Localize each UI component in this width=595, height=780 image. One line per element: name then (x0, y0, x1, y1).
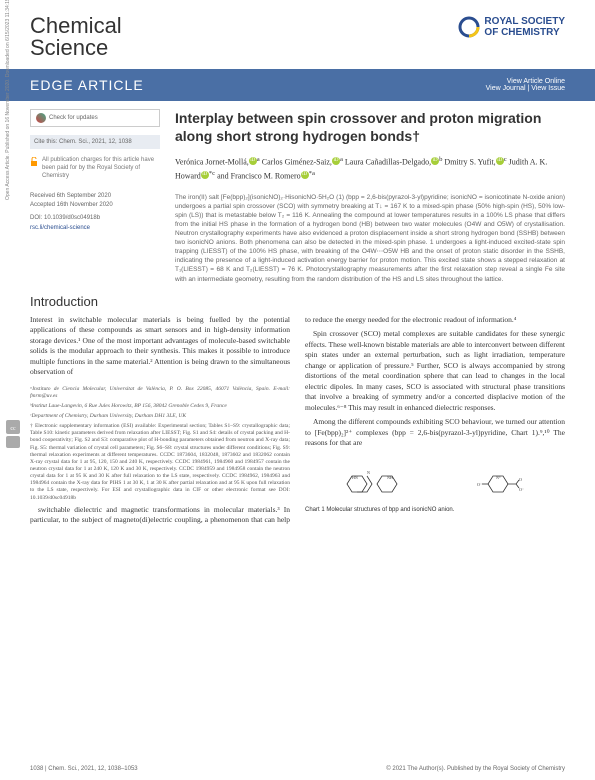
svg-text:N: N (367, 470, 370, 475)
edge-label: EDGE ARTICLE (30, 77, 144, 93)
chart-caption: Chart 1 Molecular structures of bpp and … (305, 506, 565, 514)
svg-text:O⁻: O⁻ (519, 487, 524, 492)
svg-text:N⁺: N⁺ (496, 475, 501, 480)
affiliation-b: ᵇInstitut Laue-Langevin, 6 Rue Jules Hor… (30, 403, 290, 410)
para: Spin crossover (SCO) metal complexes are… (305, 329, 565, 413)
publication-note: All publication charges for this article… (30, 157, 160, 180)
received-date: Received 6th September 2020 (30, 192, 160, 200)
article-header: Interplay between spin crossover and pro… (175, 109, 565, 284)
para: Interest in switchable molecular materia… (30, 315, 290, 378)
view-links: View Article Online View Journal | View … (486, 78, 565, 92)
license-sidebar: Open Access Article. Published on 16 Nov… (5, 0, 11, 200)
cc-badge: cc (6, 420, 20, 450)
article-type-banner: EDGE ARTICLE View Article Online View Jo… (0, 69, 595, 101)
chart-1: HN N NH O⁻ O O⁻ N⁺ Chart 1 Molecular (305, 455, 565, 514)
affiliations: ᵃInstituto de Ciencia Molecular, Univers… (30, 386, 290, 502)
svg-text:HN: HN (352, 475, 358, 480)
accepted-date: Accepted 16th November 2020 (30, 201, 160, 209)
author-list: Verónica Jornet-Mollá,iDa Carlos Giménez… (175, 155, 565, 182)
page-ref: 1038 | Chem. Sci., 2021, 12, 1038–1053 (30, 766, 138, 772)
affiliation-a: ᵃInstituto de Ciencia Molecular, Univers… (30, 386, 290, 400)
view-online-link[interactable]: View Article Online (486, 78, 565, 85)
body-text: Interest in switchable molecular materia… (30, 315, 565, 526)
open-access-icon (30, 157, 38, 167)
abstract: The iron(II) salt [Fe(bpp)₂](isonicNO)₂·… (175, 193, 565, 284)
dates: Received 6th September 2020 Accepted 16t… (30, 192, 160, 209)
para: Among the different compounds exhibiting… (305, 417, 565, 449)
rsc-link[interactable]: rsc.li/chemical-science (30, 225, 160, 231)
journal-name: Chemical Science (30, 15, 122, 59)
check-updates-label: Check for updates (49, 115, 98, 121)
citation-box: Cite this: Chem. Sci., 2021, 12, 1038 (30, 135, 160, 149)
publisher-name: ROYAL SOCIETY OF CHEMISTRY (484, 16, 565, 38)
article-title: Interplay between spin crossover and pro… (175, 109, 565, 145)
check-updates-button[interactable]: Check for updates (30, 109, 160, 127)
crossmark-icon (36, 113, 46, 123)
page-footer: 1038 | Chem. Sci., 2021, 12, 1038–1053 ©… (30, 766, 565, 772)
isonicno-structure: O⁻ O O⁻ N⁺ (463, 459, 533, 499)
svg-text:NH: NH (387, 475, 393, 480)
svg-text:O⁻: O⁻ (477, 482, 482, 487)
svg-text:O: O (519, 477, 522, 482)
metadata-column: Check for updates Cite this: Chem. Sci.,… (30, 109, 160, 284)
affiliation-c: ᶜDepartment of Chemistry, Durham Univers… (30, 413, 290, 420)
doi: DOI: 10.1039/d0sc04918b (30, 215, 160, 221)
bpp-structure: HN N NH (337, 459, 407, 499)
page-header: Chemical Science ROYAL SOCIETY OF CHEMIS… (0, 0, 595, 69)
view-issue-link[interactable]: View Journal | View Issue (486, 85, 565, 92)
svg-text:cc: cc (10, 426, 16, 432)
copyright: © 2021 The Author(s). Published by the R… (386, 766, 565, 772)
publisher-logo: ROYAL SOCIETY OF CHEMISTRY (457, 15, 565, 39)
intro-heading: Introduction (30, 294, 565, 309)
esi-note: † Electronic supplementary information (… (30, 423, 290, 502)
